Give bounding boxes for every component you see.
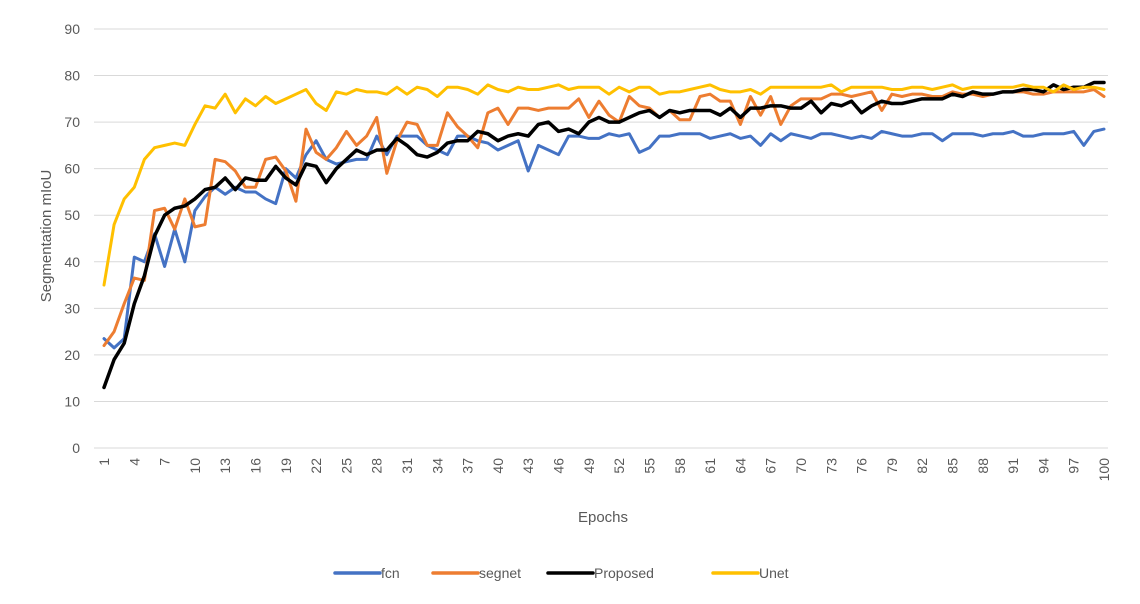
legend-label: fcn <box>381 565 400 581</box>
x-tick-label: 76 <box>854 458 870 474</box>
x-axis-title: Epochs <box>578 509 628 526</box>
x-tick-label: 58 <box>672 458 688 474</box>
y-tick-label: 0 <box>72 440 80 456</box>
series-lines <box>102 80 1106 390</box>
x-tick-label: 67 <box>763 458 779 474</box>
series-line-segnet <box>102 88 1106 348</box>
x-tick-label: 19 <box>278 458 294 474</box>
x-tick-label: 94 <box>1035 458 1051 474</box>
series-line-proposed <box>102 80 1106 390</box>
x-tick-label: 97 <box>1066 458 1082 474</box>
x-tick-label: 73 <box>823 458 839 474</box>
x-tick-label: 64 <box>732 458 748 474</box>
x-tick-label: 43 <box>520 458 536 474</box>
y-axis-title: Segmentation mIoU <box>38 170 55 303</box>
series-line-unet <box>102 83 1106 287</box>
x-axis-ticks: 1 4 7 10 13 16 19 22 25 28 31 34 37 40 43 46 49 52 55 58 61 6… <box>96 458 1112 482</box>
x-tick-label: 40 <box>490 458 506 474</box>
legend-item-unet: Unet <box>711 565 789 581</box>
x-tick-label: 10 <box>187 458 203 474</box>
x-tick-label: 1 <box>96 458 112 466</box>
x-tick-label: 25 <box>338 458 354 474</box>
y-tick-label: 50 <box>64 207 80 223</box>
y-tick-label: 20 <box>64 347 80 363</box>
legend: fcn segnet Proposed Unet <box>333 565 789 581</box>
y-tick-label: 60 <box>64 161 80 177</box>
x-tick-label: 28 <box>369 458 385 474</box>
legend-label: Proposed <box>594 565 654 581</box>
x-tick-label: 52 <box>611 458 627 474</box>
x-tick-label: 7 <box>157 458 173 466</box>
x-tick-label: 100 <box>1096 458 1112 482</box>
x-tick-label: 46 <box>551 458 567 474</box>
x-tick-label: 88 <box>975 458 991 474</box>
x-tick-label: 85 <box>944 458 960 474</box>
y-tick-label: 10 <box>64 393 80 409</box>
y-tick-label: 90 <box>64 21 80 37</box>
y-tick-label: 40 <box>64 254 80 270</box>
x-tick-label: 91 <box>1005 458 1021 474</box>
x-tick-label: 49 <box>581 458 597 474</box>
legend-item-fcn: fcn <box>333 565 400 581</box>
legend-item-proposed: Proposed <box>546 565 654 581</box>
x-tick-label: 31 <box>399 458 415 474</box>
x-tick-label: 4 <box>126 458 142 466</box>
x-tick-label: 16 <box>248 458 264 474</box>
legend-label: segnet <box>479 565 521 581</box>
x-tick-label: 82 <box>914 458 930 474</box>
x-tick-label: 37 <box>460 458 476 474</box>
x-tick-label: 22 <box>308 458 324 474</box>
x-tick-label: 55 <box>641 458 657 474</box>
x-tick-label: 61 <box>702 458 718 474</box>
y-tick-label: 70 <box>64 114 80 130</box>
x-tick-label: 13 <box>217 458 233 474</box>
series-line-fcn <box>102 127 1106 350</box>
x-tick-label: 70 <box>793 458 809 474</box>
x-tick-label: 79 <box>884 458 900 474</box>
y-axis-ticks: 0 10 20 30 40 50 60 70 80 90 <box>64 21 80 456</box>
legend-label: Unet <box>759 565 789 581</box>
y-tick-label: 30 <box>64 300 80 316</box>
x-tick-label: 34 <box>429 458 445 474</box>
y-tick-label: 80 <box>64 68 80 84</box>
legend-item-segnet: segnet <box>431 565 521 581</box>
